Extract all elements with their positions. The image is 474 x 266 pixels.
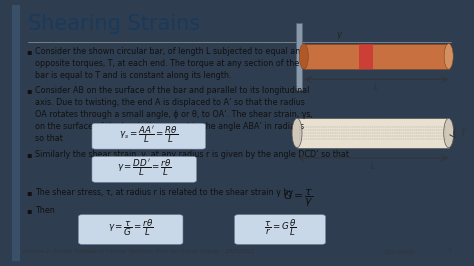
Text: ▪: ▪ bbox=[27, 206, 32, 215]
FancyBboxPatch shape bbox=[92, 123, 206, 149]
Text: Then: Then bbox=[36, 206, 55, 215]
Ellipse shape bbox=[444, 44, 453, 69]
Ellipse shape bbox=[444, 118, 454, 148]
Text: $\gamma = \dfrac{DD^{\prime}}{L} = \dfrac{r\theta}{L}$: $\gamma = \dfrac{DD^{\prime}}{L} = \dfra… bbox=[117, 157, 172, 178]
Polygon shape bbox=[296, 23, 301, 90]
Text: Shearing Strains: Shearing Strains bbox=[27, 14, 200, 34]
Text: $\gamma_s = \dfrac{AA^{\prime}}{L} = \dfrac{R\theta}{L}$: $\gamma_s = \dfrac{AA^{\prime}}{L} = \df… bbox=[119, 124, 178, 144]
Text: $G = \dfrac{\tau}{\gamma}$: $G = \dfrac{\tau}{\gamma}$ bbox=[283, 188, 314, 209]
Text: $\gamma = \dfrac{\tau}{G} = \dfrac{r\theta}{L}$: $\gamma = \dfrac{\tau}{G} = \dfrac{r\the… bbox=[108, 217, 154, 238]
Text: $\gamma$: $\gamma$ bbox=[337, 30, 344, 41]
Text: $\dfrac{\tau}{r} = G\,\dfrac{\theta}{L}$: $\dfrac{\tau}{r} = G\,\dfrac{\theta}{L}$ bbox=[264, 217, 296, 238]
Text: 7: 7 bbox=[447, 249, 451, 254]
Text: ▪: ▪ bbox=[27, 149, 32, 159]
Bar bbox=[359, 44, 374, 69]
Bar bbox=[297, 118, 449, 148]
FancyBboxPatch shape bbox=[235, 215, 326, 244]
Text: Consider AB on the surface of the bar and parallel to its longitudinal
axis. Due: Consider AB on the surface of the bar an… bbox=[36, 86, 313, 143]
Text: The shear stress, τ, at radius r is related to the shear strain γ by: The shear stress, τ, at radius r is rela… bbox=[36, 188, 293, 197]
Text: ▪: ▪ bbox=[27, 86, 32, 95]
FancyBboxPatch shape bbox=[92, 156, 197, 182]
Ellipse shape bbox=[299, 44, 309, 69]
Text: 11/17/2020: 11/17/2020 bbox=[383, 249, 415, 254]
Bar bbox=[304, 44, 449, 69]
Text: $T$: $T$ bbox=[460, 127, 467, 139]
Ellipse shape bbox=[292, 118, 302, 148]
Text: L: L bbox=[371, 162, 375, 171]
Text: ▪: ▪ bbox=[27, 47, 32, 56]
FancyBboxPatch shape bbox=[78, 215, 183, 244]
Text: Lecture 2: Torsion Stresses in Circular Sections– Prof. Dr. Gehan Hamdy - 2020/2: Lecture 2: Torsion Stresses in Circular … bbox=[23, 249, 255, 254]
Text: Similarly the shear strain, γ, at any radius r is given by the angle DCD’ so tha: Similarly the shear strain, γ, at any ra… bbox=[36, 149, 349, 159]
Text: ▪: ▪ bbox=[27, 188, 32, 197]
Text: Consider the shown circular bar, of length L subjected to equal and
opposite tor: Consider the shown circular bar, of leng… bbox=[36, 47, 306, 80]
Text: L: L bbox=[374, 83, 379, 92]
Bar bbox=[12, 5, 20, 261]
